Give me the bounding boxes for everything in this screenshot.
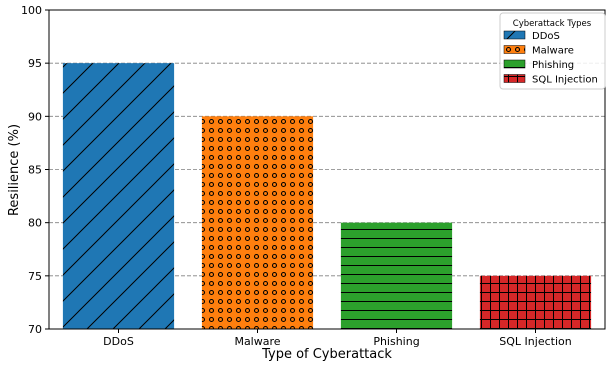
legend-swatch <box>503 45 526 54</box>
x-tick-label: SQL Injection <box>499 335 571 348</box>
y-tick-label: 80 <box>28 217 42 230</box>
legend-frame <box>499 12 606 90</box>
legend-swatch <box>503 30 526 40</box>
x-tick-label: DDoS <box>103 335 134 348</box>
legend-swatch <box>503 59 526 69</box>
x-axis: DDoS Malware Phishing SQL Injection <box>103 329 572 348</box>
legend-label: DDoS <box>532 31 560 42</box>
legend-label: Malware <box>532 46 574 57</box>
y-tick-label: 100 <box>21 4 42 17</box>
legend-label: Phishing <box>532 60 574 71</box>
legend-swatch <box>503 74 526 83</box>
y-tick-label: 95 <box>28 57 42 70</box>
bar-phishing <box>340 222 453 329</box>
bar-malware <box>201 116 314 329</box>
y-tick-label: 70 <box>28 323 42 336</box>
legend-label: SQL Injection <box>532 75 598 86</box>
y-tick-label: 85 <box>28 164 42 177</box>
legend-title: Cyberattack Types <box>513 19 592 29</box>
x-tick-label: Phishing <box>373 335 419 348</box>
bar-sql-injection <box>479 275 592 329</box>
bars <box>62 63 592 330</box>
y-tick-label: 75 <box>28 270 42 283</box>
x-axis-label: Type of Cyberattack <box>261 347 392 362</box>
x-tick-label: Malware <box>234 335 280 348</box>
bar-ddos <box>62 63 175 330</box>
y-axis: 70 75 80 85 90 95 100 <box>21 4 49 336</box>
y-axis-label: Resilience (%) <box>7 124 22 216</box>
y-tick-label: 90 <box>28 110 42 123</box>
legend: Cyberattack Types DDoS Malware Phishing SQL… <box>499 12 606 90</box>
